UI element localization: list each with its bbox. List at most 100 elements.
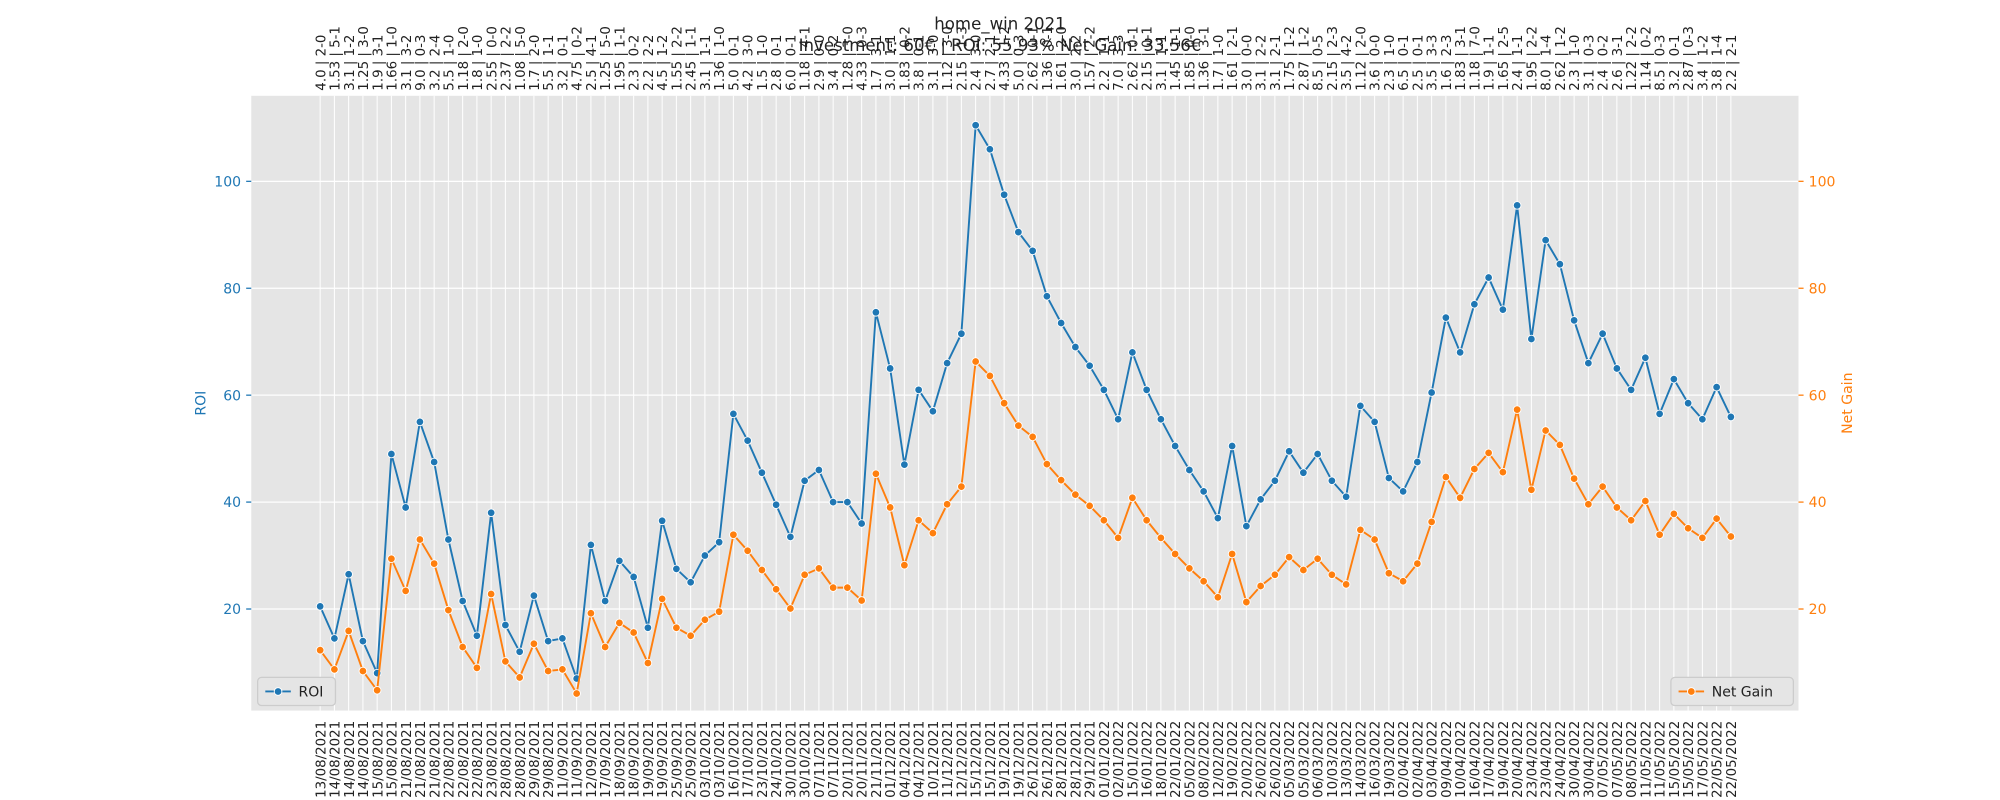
x-tick-label: 03/10/2021 (699, 721, 714, 798)
x-tick-label: 22/08/2021 (457, 721, 472, 798)
y-tick-label: 80 (223, 281, 241, 297)
x-tick-label: 20/11/2021 (841, 721, 856, 798)
top-tick-label: 1.57 | 2-2 (1084, 26, 1099, 91)
x-tick-label: 17/04/2022 (1483, 721, 1498, 798)
top-tick-label: 3.1 | 1-1 (699, 35, 714, 91)
point (1455, 493, 1465, 503)
x-tick-label: 03/04/2022 (1426, 721, 1441, 798)
point (1284, 552, 1294, 562)
top-tick-label: 6.0 | 0-1 (784, 35, 799, 91)
point (1441, 313, 1451, 322)
top-tick-label: 1.18 | 4-1 (799, 26, 814, 91)
point (1598, 482, 1607, 491)
x-tick-label: 08/05/2022 (1625, 721, 1640, 798)
top-tick-label: 2.15 | 1-3 (955, 26, 970, 91)
point (1612, 503, 1622, 512)
point (586, 609, 596, 618)
point (1071, 342, 1080, 352)
point (1527, 485, 1536, 495)
x-tick-label: 28/08/2021 (500, 721, 515, 798)
top-tick-label: 1.75 | 1-2 (1283, 26, 1298, 91)
point (344, 569, 353, 579)
point (700, 551, 710, 560)
x-tick-label: 29/08/2021 (542, 721, 557, 798)
x-tick-label: 22/01/2022 (1169, 721, 1184, 798)
point (999, 190, 1009, 199)
top-tick-label: 2.62 | 0-1 (1027, 26, 1042, 91)
point (1071, 490, 1080, 499)
point (1341, 492, 1351, 502)
point (1455, 348, 1465, 357)
top-tick-label: 1.95 | 1-1 (613, 26, 628, 91)
top-tick-label: 3.1 | 2-1 (1269, 35, 1284, 91)
point (486, 508, 496, 518)
x-tick-label: 21/08/2021 (400, 721, 415, 798)
point (928, 528, 938, 538)
line (319, 122, 1732, 679)
point (1413, 559, 1422, 568)
x-tick-label: 19/09/2021 (642, 721, 657, 798)
top-tick-label: 1.55 | 2-2 (670, 26, 685, 91)
point (1242, 597, 1251, 607)
chart-title: home_win 2021 (934, 14, 1065, 34)
point (871, 308, 881, 317)
point (1227, 549, 1237, 559)
point (1569, 474, 1579, 483)
point (1427, 517, 1436, 527)
top-tick-label: 3.1 | 1-1 (1155, 35, 1170, 91)
point (501, 620, 510, 630)
point (1099, 385, 1109, 395)
point (828, 497, 838, 507)
legend: Net Gain (1670, 676, 1795, 707)
top-tick-label: 4.75 | 0-2 (571, 26, 586, 91)
x-tick-label: 09/04/2022 (1440, 721, 1455, 798)
point (1227, 441, 1237, 451)
plot-area (251, 95, 1799, 711)
point (387, 554, 396, 564)
point (1541, 426, 1550, 435)
top-tick-label: 3.8 | 1-4 (1711, 35, 1726, 91)
point (1598, 329, 1607, 338)
point (1512, 405, 1522, 414)
x-tick-label: 23/08/2021 (485, 721, 500, 798)
top-tick-label: 2.4 | 1-1 (1511, 35, 1526, 91)
point (942, 358, 952, 368)
point (1470, 464, 1479, 474)
point (1683, 524, 1693, 533)
point (672, 623, 681, 632)
point (358, 636, 368, 646)
point (757, 565, 767, 575)
x-tick-label: 15/08/2021 (386, 721, 401, 798)
point (1313, 554, 1322, 564)
point (971, 357, 980, 366)
top-tick-label: 4.0 | 2-0 (314, 35, 329, 91)
top-tick-label: 1.45 | 1-1 (1169, 26, 1184, 91)
point (1555, 259, 1565, 269)
point (1170, 549, 1180, 559)
point (558, 634, 567, 643)
x-tick-label: 06/03/2022 (1312, 721, 1327, 798)
top-tick-label: 2.8 | 0-1 (770, 35, 785, 91)
point (600, 596, 610, 606)
top-tick-label: 1.5 | 1-0 (756, 35, 771, 91)
point (957, 329, 966, 338)
top-tick-label: 1.28 | 3-0 (841, 26, 856, 91)
point (372, 685, 382, 695)
x-tick-label: 18/09/2021 (613, 721, 628, 798)
top-tick-label: 3.5 | 4-2 (1340, 35, 1355, 91)
top-tick-label: 2.45 | 1-1 (685, 26, 700, 91)
top-tick-label: 1.66 | 1-0 (386, 26, 401, 91)
top-tick-label: 3.4 | 1-2 (1696, 35, 1711, 91)
legend-marker (273, 687, 283, 696)
point (429, 457, 439, 467)
point (1042, 459, 1052, 469)
point (1655, 530, 1664, 539)
point (1142, 515, 1151, 525)
point (643, 623, 653, 632)
x-tick-label: 02/01/2022 (1112, 721, 1127, 798)
x-tick-label: 15/08/2021 (371, 721, 386, 798)
x-tick-label: 30/10/2021 (784, 721, 799, 798)
top-tick-label: 2.7 | 2-1 (984, 35, 999, 91)
point (1698, 533, 1707, 543)
x-tick-label: 02/04/2022 (1411, 721, 1426, 798)
